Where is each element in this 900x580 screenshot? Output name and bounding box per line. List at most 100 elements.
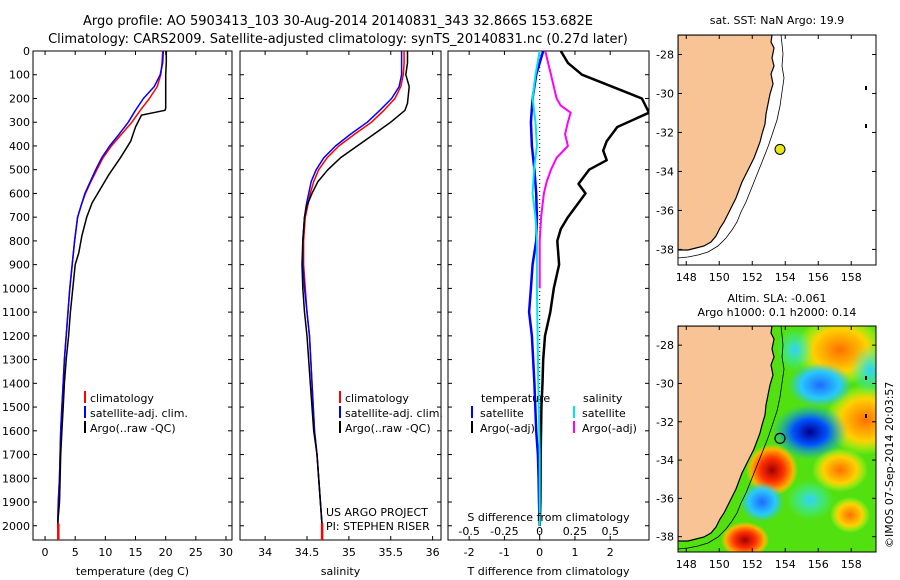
x-axis-label: temperature (deg C) [76,565,189,578]
x-tick-label: 20 [159,546,173,559]
x-tick-label: 35.5 [379,546,404,559]
series-line [302,51,405,526]
lon-tick-label: 150 [709,271,730,284]
lat-tick-label: -32 [656,126,674,139]
series-group [301,51,410,540]
legend-swatch-climatology [84,391,86,403]
sla-map-subtitle: Argo h1000: 0.1 h2000: 0.14 [698,306,857,319]
legend-swatch-satellite [84,406,86,418]
lon-tick-label: 156 [808,558,829,571]
sla-eddy [772,404,848,460]
legend-swatch-climatology [339,391,341,403]
lat-tick-label: -34 [656,165,674,178]
legend-swatch-temp-argo [471,421,473,433]
x-tick-label: 0 [536,546,543,559]
x-tick-label: 2 [607,546,614,559]
x-tick-label: 15 [129,546,143,559]
series-line [538,51,649,526]
sst-map-frame [677,34,877,266]
y-tick-label: 400 [9,140,30,153]
series-line [302,51,403,526]
plot-frame [447,50,650,541]
legend-label-temp-argo: Argo(-adj) [480,422,535,435]
x-tick-label: 25 [189,546,203,559]
sla-map-frame [677,325,877,553]
y-tick-label: 1100 [2,306,30,319]
x-tick-label: 34 [258,546,272,559]
top-axis-tick-label: 0 [536,525,543,538]
lon-tick-label: 152 [742,271,763,284]
lat-tick-label: -34 [656,454,674,467]
x-tick-label: 30 [219,546,233,559]
y-tick-label: 1600 [2,425,30,438]
y-tick-label: 900 [9,259,30,272]
legend-label-climatology: climatology [345,392,409,405]
temperature-legend: climatology satellite-adj. clim. Argo(..… [84,391,188,435]
island [865,124,867,128]
legend-swatch-temp-satellite [471,406,473,418]
sla-map-isobath [678,326,785,550]
temperature-panel: 0100200300400500600700800900100011001200… [2,45,233,578]
y-tick-label: 1300 [2,354,30,367]
x-tick-label: -1 [499,546,510,559]
y-tick-label: 1200 [2,330,30,343]
series-group [527,51,649,540]
series-group [56,51,168,540]
y-tick-label: 300 [9,116,30,129]
island [865,414,867,418]
island [865,376,867,380]
y-tick-label: 0 [23,45,30,58]
sla-eddy [788,363,852,407]
lat-tick-label: -28 [656,339,674,352]
y-tick-label: 200 [9,92,30,105]
y-tick-label: 800 [9,235,30,248]
island [865,86,867,90]
lat-tick-label: -36 [656,492,674,505]
y-tick-label: 1000 [2,282,30,295]
y-tick-label: 1900 [2,496,30,509]
sla-eddy [721,522,769,552]
x-tick-label: 0 [42,546,49,559]
top-axis-tick-label: 0.5 [601,525,619,538]
sla-eddy [740,482,784,522]
y-tick-label: 1800 [2,472,30,485]
top-axis-label: S difference from climatology [467,511,630,524]
y-tick-label: 600 [9,187,30,200]
series-line [527,51,545,526]
sla-map-land [678,326,775,542]
figure-subtitle: Climatology: CARS2009. Satellite-adjuste… [48,32,628,47]
lon-tick-label: 152 [742,558,763,571]
figure-title: Argo profile: AO 5903413_103 30-Aug-2014… [83,14,593,29]
legend-label-argo: Argo(..raw -QC) [345,422,431,435]
y-tick-label: 1500 [2,401,30,414]
sst-map-title: sat. SST: NaN Argo: 19.9 [710,14,844,27]
x-tick-label: -2 [464,546,475,559]
legend-label-satellite: satellite-adj. clim. [345,407,443,420]
lat-tick-label: -30 [656,87,674,100]
sla-map-axes: 148 150 152 154 156 158 -28 -30 -32 -34 -36 -38 [656,326,876,571]
top-axis-tick-label: -0.5 [458,525,479,538]
lon-tick-label: 158 [841,558,862,571]
sla-eddy [850,345,876,395]
y-tick-label: 100 [9,69,30,82]
top-axis-tick-label: 0.25 [563,525,588,538]
legend-title-salinity: salinity [583,392,623,405]
y-tick-label: 700 [9,211,30,224]
legend-label-climatology: climatology [90,392,154,405]
legend-label-temp-satellite: satellite [480,407,524,420]
lon-tick-label: 150 [709,558,730,571]
sla-map-title: Altim. SLA: -0.061 [727,292,826,305]
x-axis-label: T difference from climatology [467,565,630,578]
x-tick-label: 36 [426,546,440,559]
sla-eddy [786,480,834,520]
y-tick-label: 1700 [2,449,30,462]
lon-tick-label: 148 [676,271,697,284]
sla-eddy [812,448,868,492]
legend-swatch-argo [84,421,86,433]
series-line [538,51,572,289]
plot-frame [239,50,442,541]
lat-tick-label: -32 [656,416,674,429]
sla-eddy [777,328,813,372]
x-tick-label: 5 [72,546,79,559]
